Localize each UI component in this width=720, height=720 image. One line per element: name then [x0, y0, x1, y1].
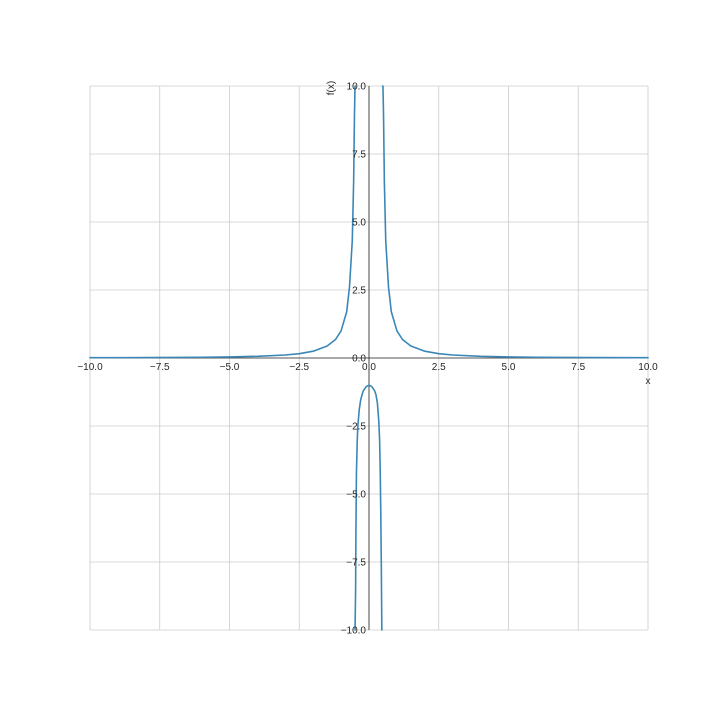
- y-tick-label: 0.0: [352, 354, 366, 365]
- x-tick-label: 10.0: [638, 362, 658, 373]
- x-tick-label: 2.5: [432, 362, 446, 373]
- x-tick-label: −7.5: [150, 362, 170, 373]
- y-tick-label: 2.5: [352, 286, 366, 297]
- x-axis-label: x: [646, 376, 651, 387]
- y-tick-label: −2.5: [346, 422, 366, 433]
- plot-area: [89, 85, 649, 631]
- x-tick-label: −5.0: [220, 362, 240, 373]
- x-tick-label: 0.0: [362, 362, 376, 373]
- series-0-segment-2: [381, 85, 649, 359]
- x-tick-label: −2.5: [289, 362, 309, 373]
- y-tick-label: 7.5: [352, 150, 366, 161]
- x-tick-label: −10.0: [77, 362, 103, 373]
- y-axis-label: f(x): [326, 81, 337, 95]
- tick-labels: −10.0 −7.5 −5.0 −2.5 0.0 2.5 5.0 7.5 10.0 −10.0 −7…: [77, 82, 658, 637]
- y-tick-label: −7.5: [346, 558, 366, 569]
- y-tick-label: 10.0: [347, 82, 367, 93]
- y-tick-label: −10.0: [341, 626, 367, 637]
- x-tick-label: 7.5: [571, 362, 585, 373]
- y-tick-label: 5.0: [352, 218, 366, 229]
- series-0-segment-1: [354, 384, 383, 631]
- y-tick-label: −5.0: [346, 490, 366, 501]
- series-0-segment-0: [89, 85, 357, 359]
- x-tick-label: 5.0: [502, 362, 516, 373]
